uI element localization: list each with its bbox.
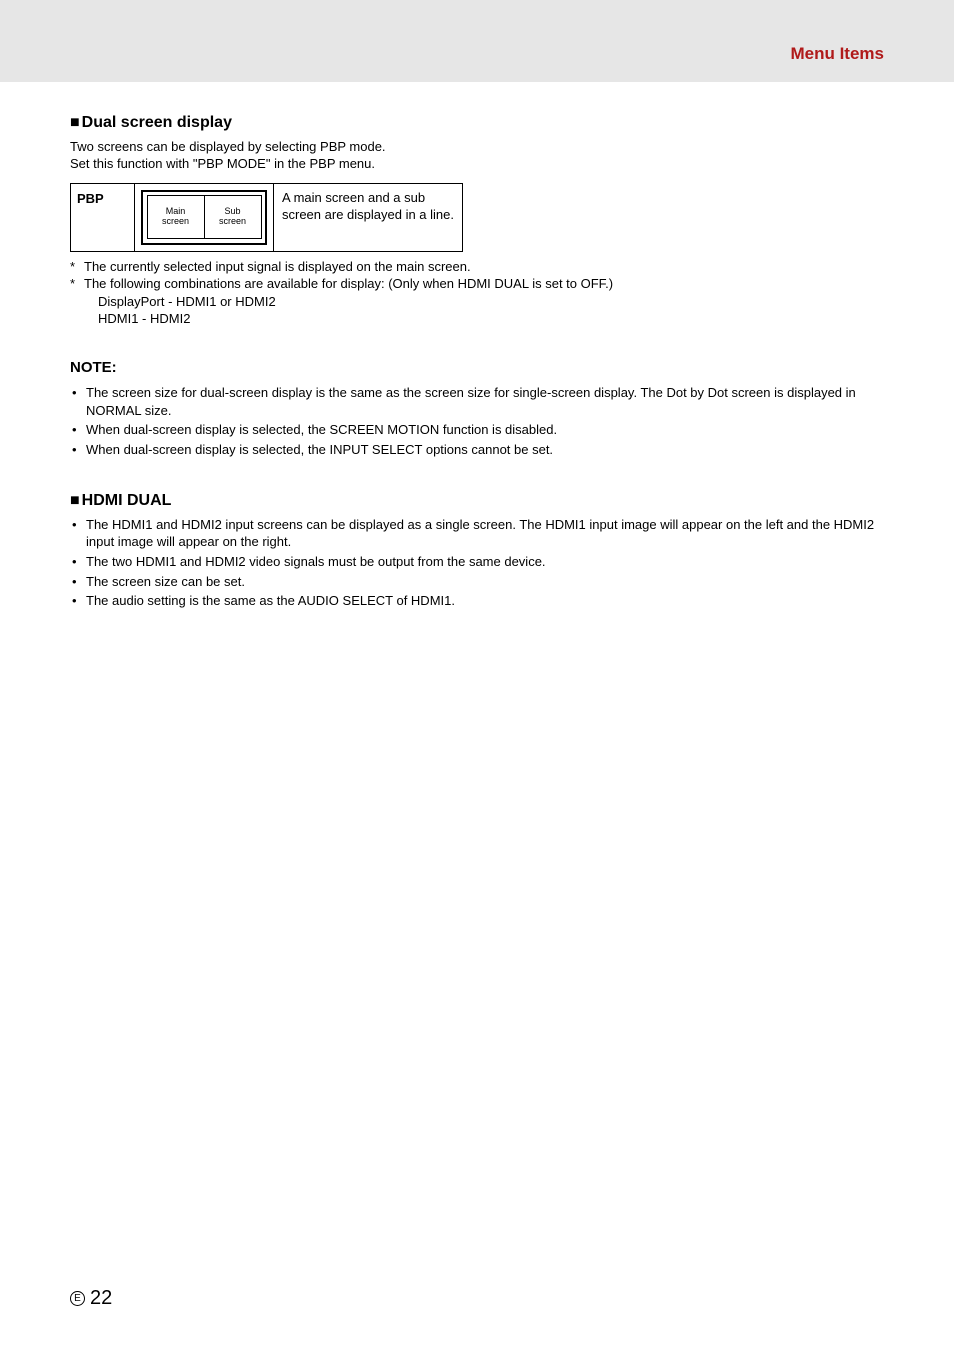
tv-bezel-icon: Main screen Sub screen: [141, 190, 267, 245]
footnote-2b: HDMI1 - HDMI2: [70, 310, 884, 328]
bullet-square-icon: ■: [70, 492, 80, 509]
bullet-square-icon: ■: [70, 114, 80, 131]
hdmi-list: The HDMI1 and HDMI2 input screens can be…: [70, 516, 884, 610]
heading-hdmi-dual-text: HDMI DUAL: [82, 492, 172, 509]
page-header-title: Menu Items: [790, 44, 884, 64]
hdmi-item: The two HDMI1 and HDMI2 video signals mu…: [70, 553, 884, 571]
heading-dual-screen: ■Dual screen display: [70, 112, 884, 134]
page-content: ■Dual screen display Two screens can be …: [0, 82, 954, 610]
language-badge: E: [70, 1291, 85, 1306]
pbp-diagram-cell: Main screen Sub screen: [135, 184, 274, 251]
footnote-mark-2: *: [70, 275, 84, 293]
page-footer: E 22: [70, 1287, 112, 1310]
sub-screen-label-2: screen: [219, 217, 246, 227]
sub-screen-box: Sub screen: [204, 196, 261, 238]
dual-intro-line1: Two screens can be displayed by selectin…: [70, 138, 884, 156]
dual-footnotes: * The currently selected input signal is…: [70, 258, 884, 328]
hdmi-item: The audio setting is the same as the AUD…: [70, 592, 884, 610]
header-bar: Menu Items: [0, 0, 954, 82]
page-number: 22: [90, 1287, 112, 1310]
hdmi-item: The HDMI1 and HDMI2 input screens can be…: [70, 516, 884, 551]
footnote-2a: DisplayPort - HDMI1 or HDMI2: [70, 293, 884, 311]
note-item: The screen size for dual-screen display …: [70, 384, 884, 419]
note-heading: NOTE:: [70, 358, 884, 378]
note-list: The screen size for dual-screen display …: [70, 384, 884, 458]
heading-dual-screen-text: Dual screen display: [82, 114, 232, 131]
dual-intro: Two screens can be displayed by selectin…: [70, 138, 884, 173]
pbp-description: A main screen and a sub screen are displ…: [274, 184, 462, 251]
pbp-label: PBP: [71, 184, 135, 251]
footnote-1: * The currently selected input signal is…: [70, 258, 884, 276]
hdmi-item: The screen size can be set.: [70, 573, 884, 591]
note-item: When dual-screen display is selected, th…: [70, 421, 884, 439]
dual-intro-line2: Set this function with "PBP MODE" in the…: [70, 155, 884, 173]
pbp-table: PBP Main screen Sub screen A main screen…: [70, 183, 463, 252]
main-screen-label-2: screen: [162, 217, 189, 227]
tv-screen-icon: Main screen Sub screen: [147, 195, 262, 239]
footnote-2: * The following combinations are availab…: [70, 275, 884, 293]
footnote-1-text: The currently selected input signal is d…: [84, 258, 471, 276]
footnote-mark-1: *: [70, 258, 84, 276]
note-item: When dual-screen display is selected, th…: [70, 441, 884, 459]
footnote-2-text: The following combinations are available…: [84, 275, 613, 293]
main-screen-box: Main screen: [148, 196, 204, 238]
heading-hdmi-dual: ■HDMI DUAL: [70, 490, 884, 512]
